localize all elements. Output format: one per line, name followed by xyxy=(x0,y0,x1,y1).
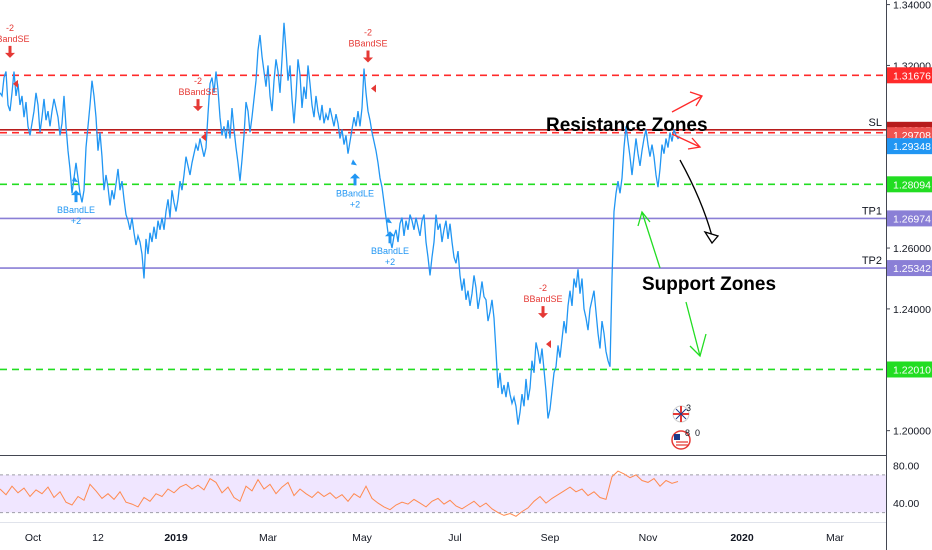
support-zones-text: Support Zones xyxy=(642,274,776,295)
resistance-arrow-upper xyxy=(671,91,703,113)
price-label-bg xyxy=(887,260,932,277)
rsi-line xyxy=(0,470,679,517)
price-label-other[interactable]: 1.29348 xyxy=(887,138,932,155)
sell-marker-icon xyxy=(371,84,376,93)
time-tick-label: Mar xyxy=(259,532,278,544)
time-tick-label: May xyxy=(352,532,373,544)
price-label-text: 1.26974 xyxy=(893,213,931,225)
buy-arrow-icon xyxy=(350,173,360,186)
price-label-text: 1.22010 xyxy=(893,364,931,376)
uk-event-count: 3 xyxy=(686,403,691,413)
price-label-sup-low[interactable]: 1.22010 xyxy=(887,361,932,378)
buy-arrow-icon xyxy=(385,231,395,244)
buy-marker-icon xyxy=(72,176,78,183)
price-label-text: 1.25342 xyxy=(893,263,931,275)
price-line xyxy=(0,22,681,425)
sell-signal-qty: -2 xyxy=(6,23,14,33)
resistance-arrow-lower xyxy=(671,133,702,150)
support-arrow-lower xyxy=(685,301,707,358)
price-label-text: 1.29348 xyxy=(893,141,931,153)
price-label-bg xyxy=(887,176,932,193)
buy-signal-6[interactable]: BBandLE+2 xyxy=(371,217,409,267)
economic-events[interactable]: 3 8 0 xyxy=(671,403,700,450)
us-event-count: 8 xyxy=(685,428,690,438)
price-series xyxy=(0,22,681,425)
rsi-tick-label: 80.00 xyxy=(893,460,919,472)
time-tick-label: Sep xyxy=(541,532,560,544)
sell-signal-qty: -2 xyxy=(539,283,547,293)
buy-signal-qty: +2 xyxy=(385,257,395,267)
sell-signal-label: BBandSE xyxy=(0,34,30,44)
time-axis[interactable]: Oct 12 2019 Mar May Jul Sep Nov 2020 Mar xyxy=(25,532,845,544)
price-label-tp2[interactable]: 1.25342 xyxy=(887,260,932,277)
level-name-sl: SL xyxy=(869,117,882,129)
level-name-tp1: TP1 xyxy=(862,205,882,217)
sell-marker-icon xyxy=(546,340,551,349)
sell-arrow-icon xyxy=(538,306,548,319)
projection-arrow xyxy=(679,159,720,245)
price-label-bg xyxy=(887,361,932,378)
time-tick-label: Jul xyxy=(448,532,461,544)
us-flag-stripes xyxy=(676,441,688,446)
support-arrow-upper xyxy=(637,210,661,269)
price-label-text: 1.28094 xyxy=(893,179,931,191)
sell-signal-label: BBandSE xyxy=(348,38,387,48)
sell-marker-icon xyxy=(201,133,206,142)
price-axis[interactable]: 1.340001.320001.300001.280001.260001.240… xyxy=(886,0,932,550)
sell-signal-qty: -2 xyxy=(364,27,372,37)
buy-arrow-icon xyxy=(71,190,81,203)
buy-signal-5[interactable]: BBandLE+2 xyxy=(336,159,374,209)
uk-flag-diagonals xyxy=(675,408,687,420)
price-label-text: 1.31676 xyxy=(893,70,931,82)
sell-signal-label: BBandSE xyxy=(523,294,562,304)
event-count-extra: 0 xyxy=(695,428,700,438)
time-tick-label: 2019 xyxy=(164,532,188,544)
price-label-bg xyxy=(887,138,932,155)
time-tick-label: Oct xyxy=(25,532,41,544)
price-tick-label: 1.34000 xyxy=(893,0,931,12)
price-label-bg xyxy=(887,210,932,227)
buy-signal-4[interactable]: BBandLE+2 xyxy=(57,176,95,226)
sell-arrow-icon xyxy=(5,45,15,58)
price-label-bg xyxy=(887,67,932,84)
rsi-band xyxy=(0,474,886,513)
time-tick-label: 2020 xyxy=(730,532,754,544)
time-tick-label: 12 xyxy=(92,532,104,544)
buy-signal-label: BBandLE xyxy=(336,188,374,198)
price-tick-label: 1.26000 xyxy=(893,243,931,255)
time-tick-label: Mar xyxy=(826,532,845,544)
sell-arrow-icon xyxy=(193,99,203,112)
buy-signal-label: BBandLE xyxy=(57,205,95,215)
buy-signal-qty: +2 xyxy=(350,199,360,209)
resistance-zones-text: Resistance Zones xyxy=(546,115,708,136)
price-label-res-high[interactable]: 1.31676 xyxy=(887,67,932,84)
level-lines: SL TP1 TP2 xyxy=(0,74,886,371)
buy-signal-label: BBandLE xyxy=(371,246,409,256)
buy-marker-icon xyxy=(386,217,392,224)
us-flag-canton xyxy=(674,434,680,440)
buy-marker-icon xyxy=(351,159,357,166)
rsi-pane xyxy=(0,455,886,523)
time-tick-label: Nov xyxy=(639,532,658,544)
price-label-tp1[interactable]: 1.26974 xyxy=(887,210,932,227)
price-label-sup-high[interactable]: 1.28094 xyxy=(887,176,932,193)
rsi-tick-label: 40.00 xyxy=(893,498,919,510)
sell-signal-qty: -2 xyxy=(194,76,202,86)
level-name-tp2: TP2 xyxy=(862,255,882,267)
sell-marker-icon xyxy=(13,79,18,88)
sell-signal-label: BBandSE xyxy=(178,87,217,97)
price-tick-label: 1.24000 xyxy=(893,304,931,316)
sell-arrow-icon xyxy=(363,50,373,63)
price-tick-label: 1.20000 xyxy=(893,426,931,438)
drawing-annotations: Resistance Zones Support Zones xyxy=(546,91,776,358)
buy-signal-qty: +2 xyxy=(71,216,81,226)
strategy-signals: -2BBandSE-2BBandSE-2BBandSE-2BBandSEBBan… xyxy=(0,23,563,349)
